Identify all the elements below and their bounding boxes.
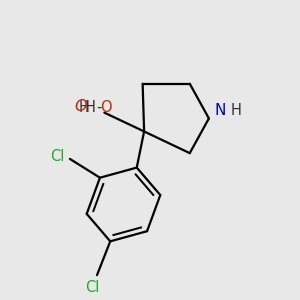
- Text: O: O: [100, 100, 112, 115]
- Text: O: O: [74, 99, 87, 114]
- Text: H: H: [231, 103, 242, 118]
- Text: H: H: [85, 100, 95, 115]
- Text: Cl: Cl: [85, 280, 100, 295]
- Text: Cl: Cl: [50, 148, 64, 164]
- Text: N: N: [215, 103, 226, 118]
- Text: -: -: [96, 100, 102, 115]
- Text: H: H: [79, 100, 90, 115]
